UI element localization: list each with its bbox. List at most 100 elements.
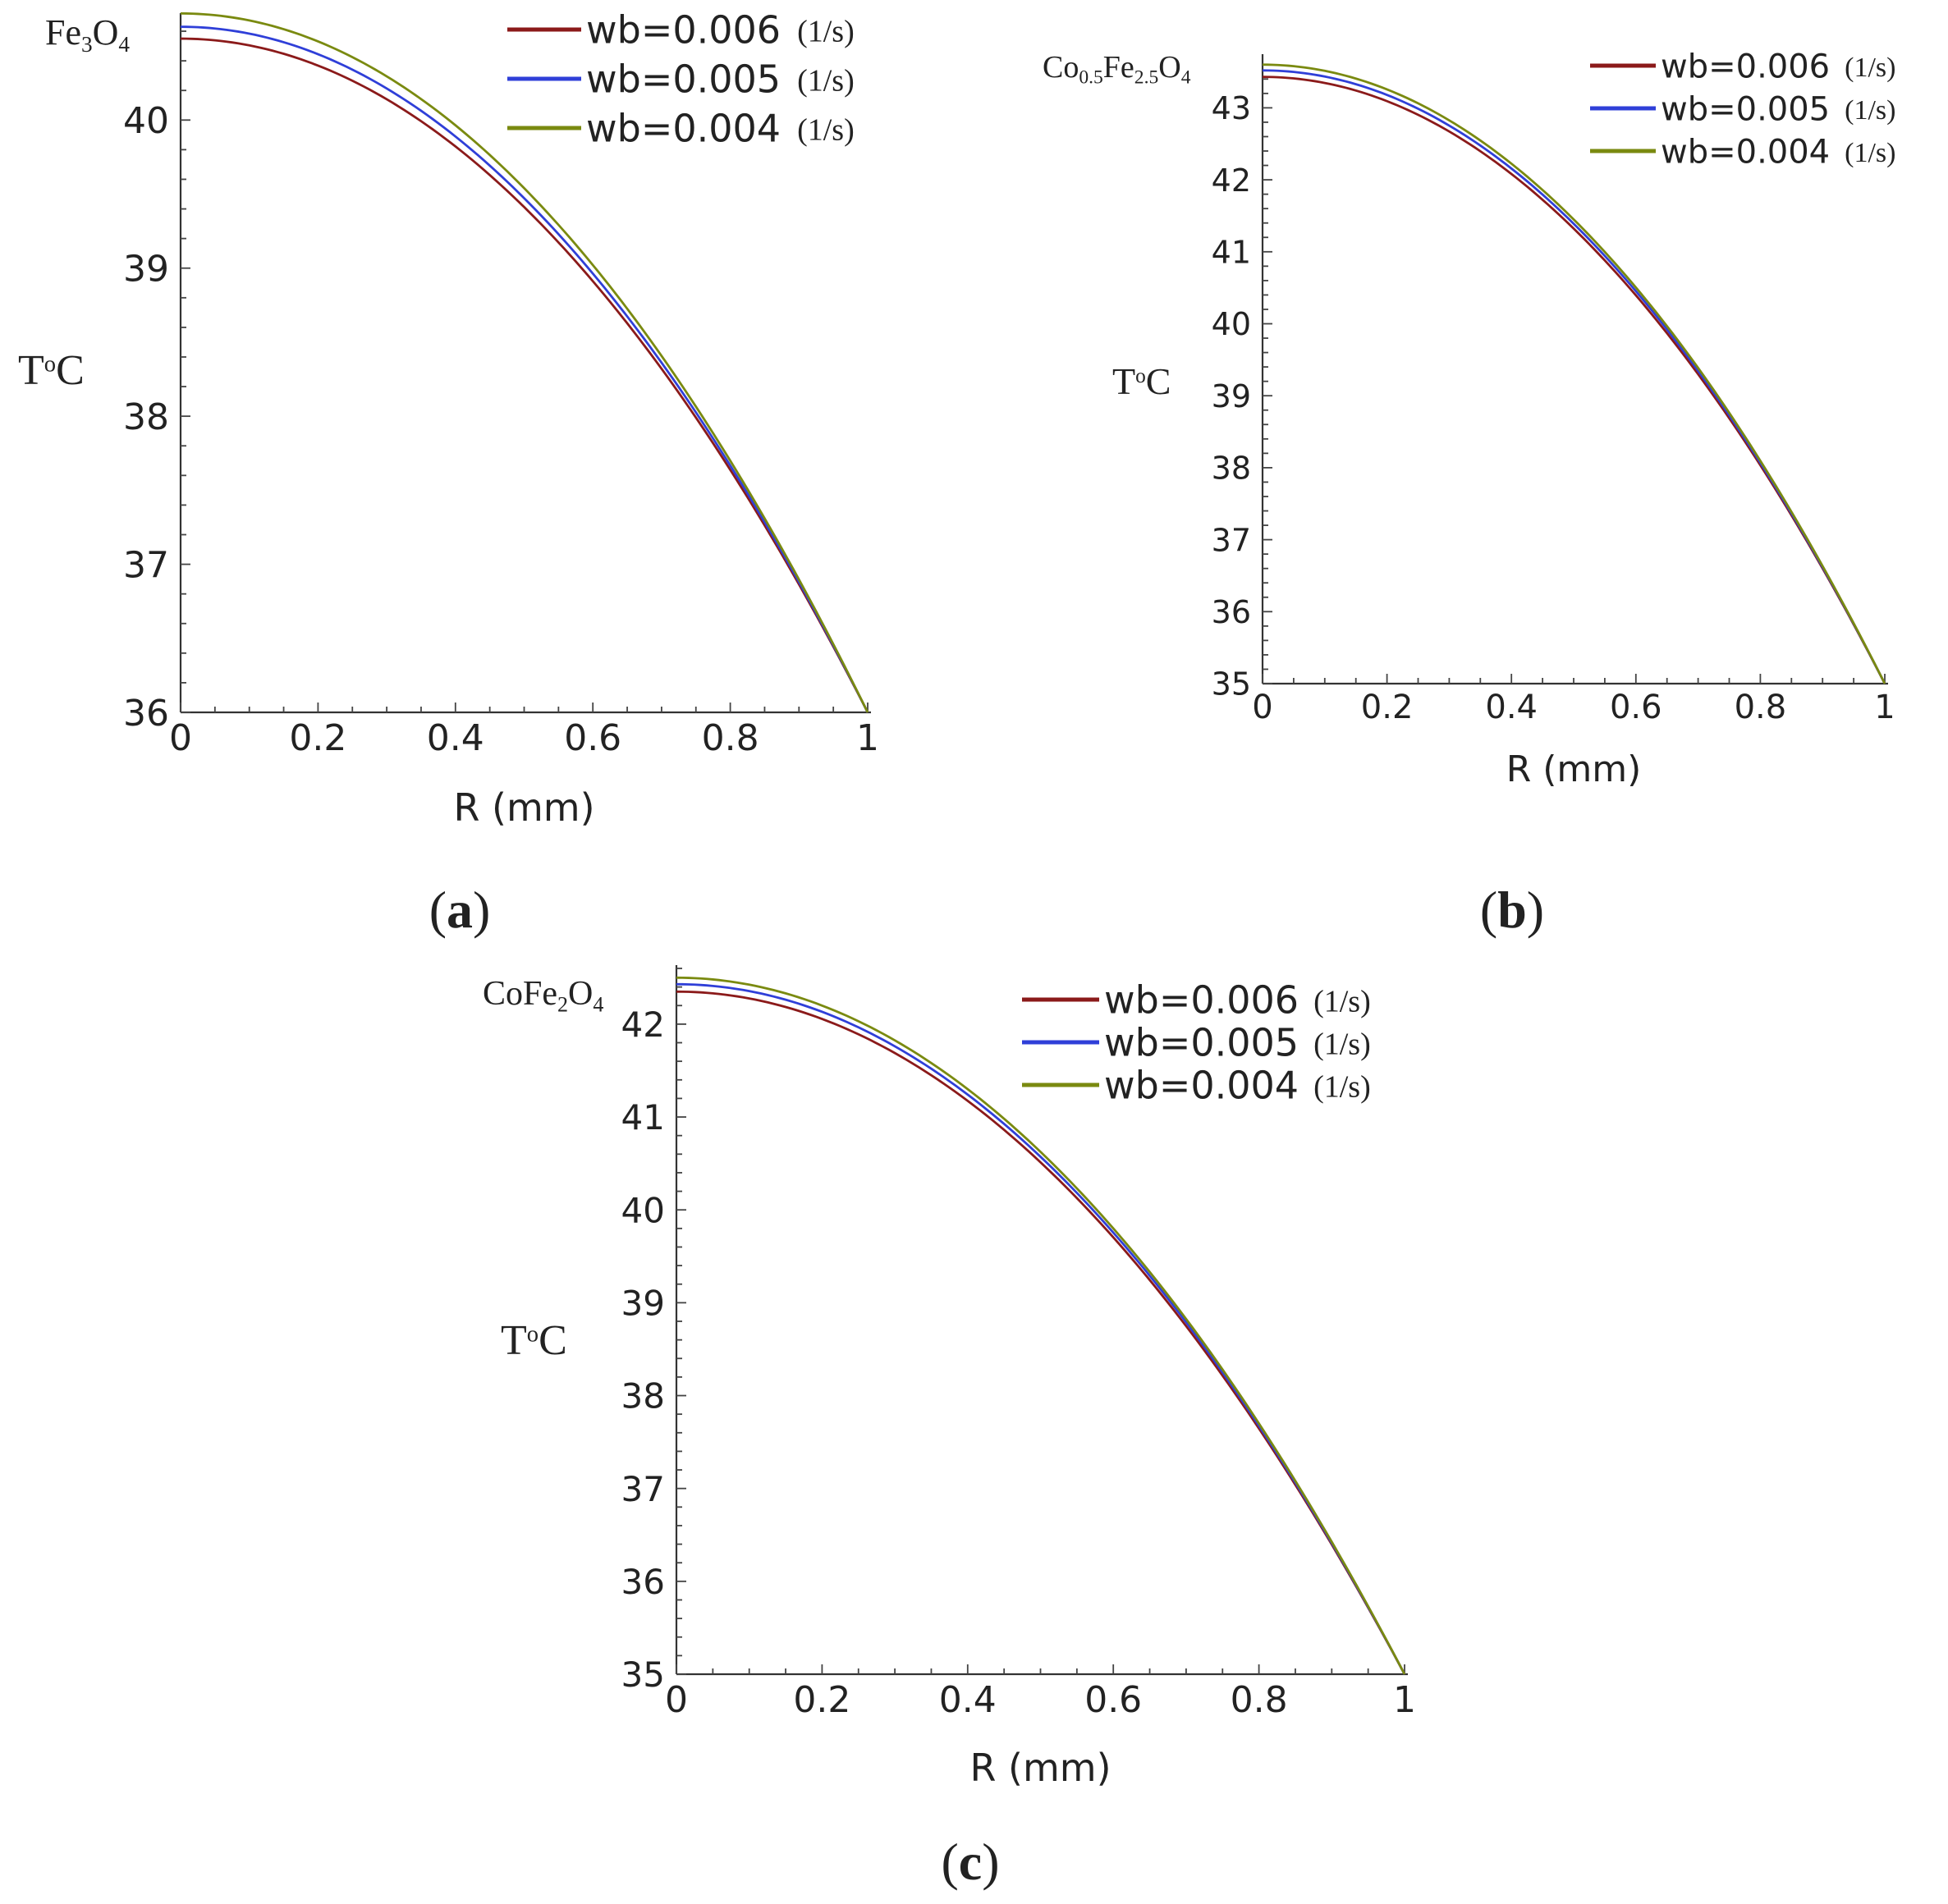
legend-entry-label: wb=0.006 [1661,48,1830,85]
legend: wb=0.006 (1/s) wb=0.005 (1/s) wb=0.004 (1/s) [1590,48,1895,171]
legend-entry-label: wb=0.005 [1104,1021,1299,1065]
y-axis-label-C: C [56,347,85,394]
x-tick-label: 0.2 [793,1679,850,1721]
legend-unit: (1/s) [1845,95,1895,126]
chart-panel-b: 0 0.2 0.4 0.6 0.8 1 35 36 37 38 39 40 41 42 43 R (mm) To… [1043,48,1895,939]
material-subscript: 0.5 [1079,67,1102,89]
x-tick-label: 0 [665,1679,688,1721]
panel-label-open: ( [941,1833,958,1891]
y-tick-label: 41 [1212,234,1251,270]
y-tick-label: 39 [1212,378,1251,414]
y-tick-label: 40 [1212,306,1251,342]
y-axis-label: ToC [18,347,85,394]
legend-entry-label: wb=0.004 [1104,1064,1299,1108]
legend-entry-label: wb=0.005 [1661,90,1830,128]
legend: wb=0.006 (1/s) wb=0.005 (1/s) wb=0.004 (1/s) [507,8,855,151]
y-tick-label: 38 [123,396,169,438]
panel-label: (b) [1480,881,1544,939]
legend-unit: (1/s) [1313,1070,1371,1105]
x-tick-label: 0.2 [1361,689,1414,726]
y-tick-label: 40 [123,100,169,142]
x-tick-label: 0 [169,717,192,759]
x-tick-label: 0.8 [702,717,759,759]
x-tick-label: 0.6 [564,717,621,759]
material-subscript: 2.5 [1134,67,1158,89]
series-line-wb-0-004 [180,11,869,713]
x-tick-label: 0.8 [1231,1679,1288,1721]
material-subscript: 4 [118,32,130,57]
series-line-wb-0-006 [676,990,1406,1675]
y-tick-label: 36 [1212,594,1251,630]
x-tick-label: 0.4 [427,717,484,759]
panel-label-letter: b [1497,881,1527,939]
legend-unit: (1/s) [797,15,855,49]
y-axis-label-T: T [18,347,44,394]
y-tick-label: 35 [621,1655,665,1695]
panel-label-letter: a [447,881,473,939]
x-axis-label: R (mm) [1506,748,1642,790]
panel-label-open: ( [429,881,447,939]
x-tick-label: 1 [1393,1679,1416,1721]
material-element: O [568,975,593,1013]
material-element: CoFe [483,975,557,1013]
x-tick-label: 0.2 [289,717,346,759]
material-subscript: 4 [1181,67,1191,89]
legend-entry-label: wb=0.006 [586,8,781,53]
series-line-wb-0-006 [180,37,869,713]
y-axis-label-degree: o [1135,364,1146,387]
legend-entry-label: wb=0.004 [586,107,781,151]
y-axis-label: ToC [501,1317,567,1364]
panel-label-close: ) [982,1833,999,1891]
series-line-wb-0-004 [676,976,1406,1675]
y-tick-label: 42 [1212,162,1251,199]
material-element: O [1158,50,1180,85]
legend: wb=0.006 (1/s) wb=0.005 (1/s) wb=0.004 (1/s) [1022,978,1371,1108]
y-tick-label: 36 [123,693,169,735]
x-tick-label: 1 [856,717,879,759]
y-axis-label-C: C [539,1317,567,1364]
y-axis-label-degree: o [527,1321,539,1347]
x-tick-label: 0.4 [1485,689,1538,726]
y-tick-label: 40 [621,1190,665,1230]
legend-entry-label: wb=0.005 [586,57,781,102]
material-label: Fe3O4 [45,12,130,57]
y-axis-label-C: C [1146,360,1171,402]
y-tick-label: 38 [621,1376,665,1417]
legend-unit: (1/s) [1313,1028,1371,1062]
y-tick-label: 43 [1212,90,1251,126]
legend-unit: (1/s) [1845,138,1895,168]
series-line-wb-0-005 [180,25,869,713]
material-subscript: 2 [557,992,568,1016]
y-tick-label: 39 [621,1283,665,1323]
chart-panel-a: 0 0.2 0.4 0.6 0.8 1 36 37 38 39 40 R (mm) ToC Fe3O4 wb… [18,8,879,939]
x-tick-label: 0.6 [1084,1679,1142,1721]
panel-label-close: ) [473,881,490,939]
legend-unit: (1/s) [1845,53,1895,83]
material-subscript: 4 [593,992,603,1016]
y-tick-label: 38 [1212,451,1251,487]
y-tick-label: 41 [621,1097,665,1137]
x-tick-label: 0.6 [1610,689,1662,726]
series-line-wb-0-004 [1262,63,1886,684]
material-label: CoFe2O4 [483,975,603,1016]
material-element: Co [1043,50,1079,85]
x-axis-label: R (mm) [969,1746,1111,1790]
y-tick-label: 37 [621,1469,665,1509]
y-axis-label-T: T [501,1317,527,1364]
y-tick-label: 37 [1212,522,1251,558]
y-tick-label: 42 [621,1005,665,1045]
panel-label: (c) [941,1833,999,1891]
material-label: Co0.5Fe2.5O4 [1043,50,1191,89]
legend-entry-label: wb=0.006 [1104,978,1299,1023]
material-element: Fe [45,12,81,53]
y-tick-label: 36 [621,1562,665,1602]
material-subscript: 3 [81,32,93,57]
panel-label-open: ( [1480,881,1497,939]
material-element: Fe [1103,50,1134,85]
x-tick-label: 0 [1252,689,1272,726]
y-axis-label: ToC [1112,360,1171,402]
legend-unit: (1/s) [1313,985,1371,1019]
panel-label-letter: c [959,1833,982,1891]
y-axis-label-degree: o [44,351,56,377]
x-tick-label: 1 [1874,689,1895,726]
